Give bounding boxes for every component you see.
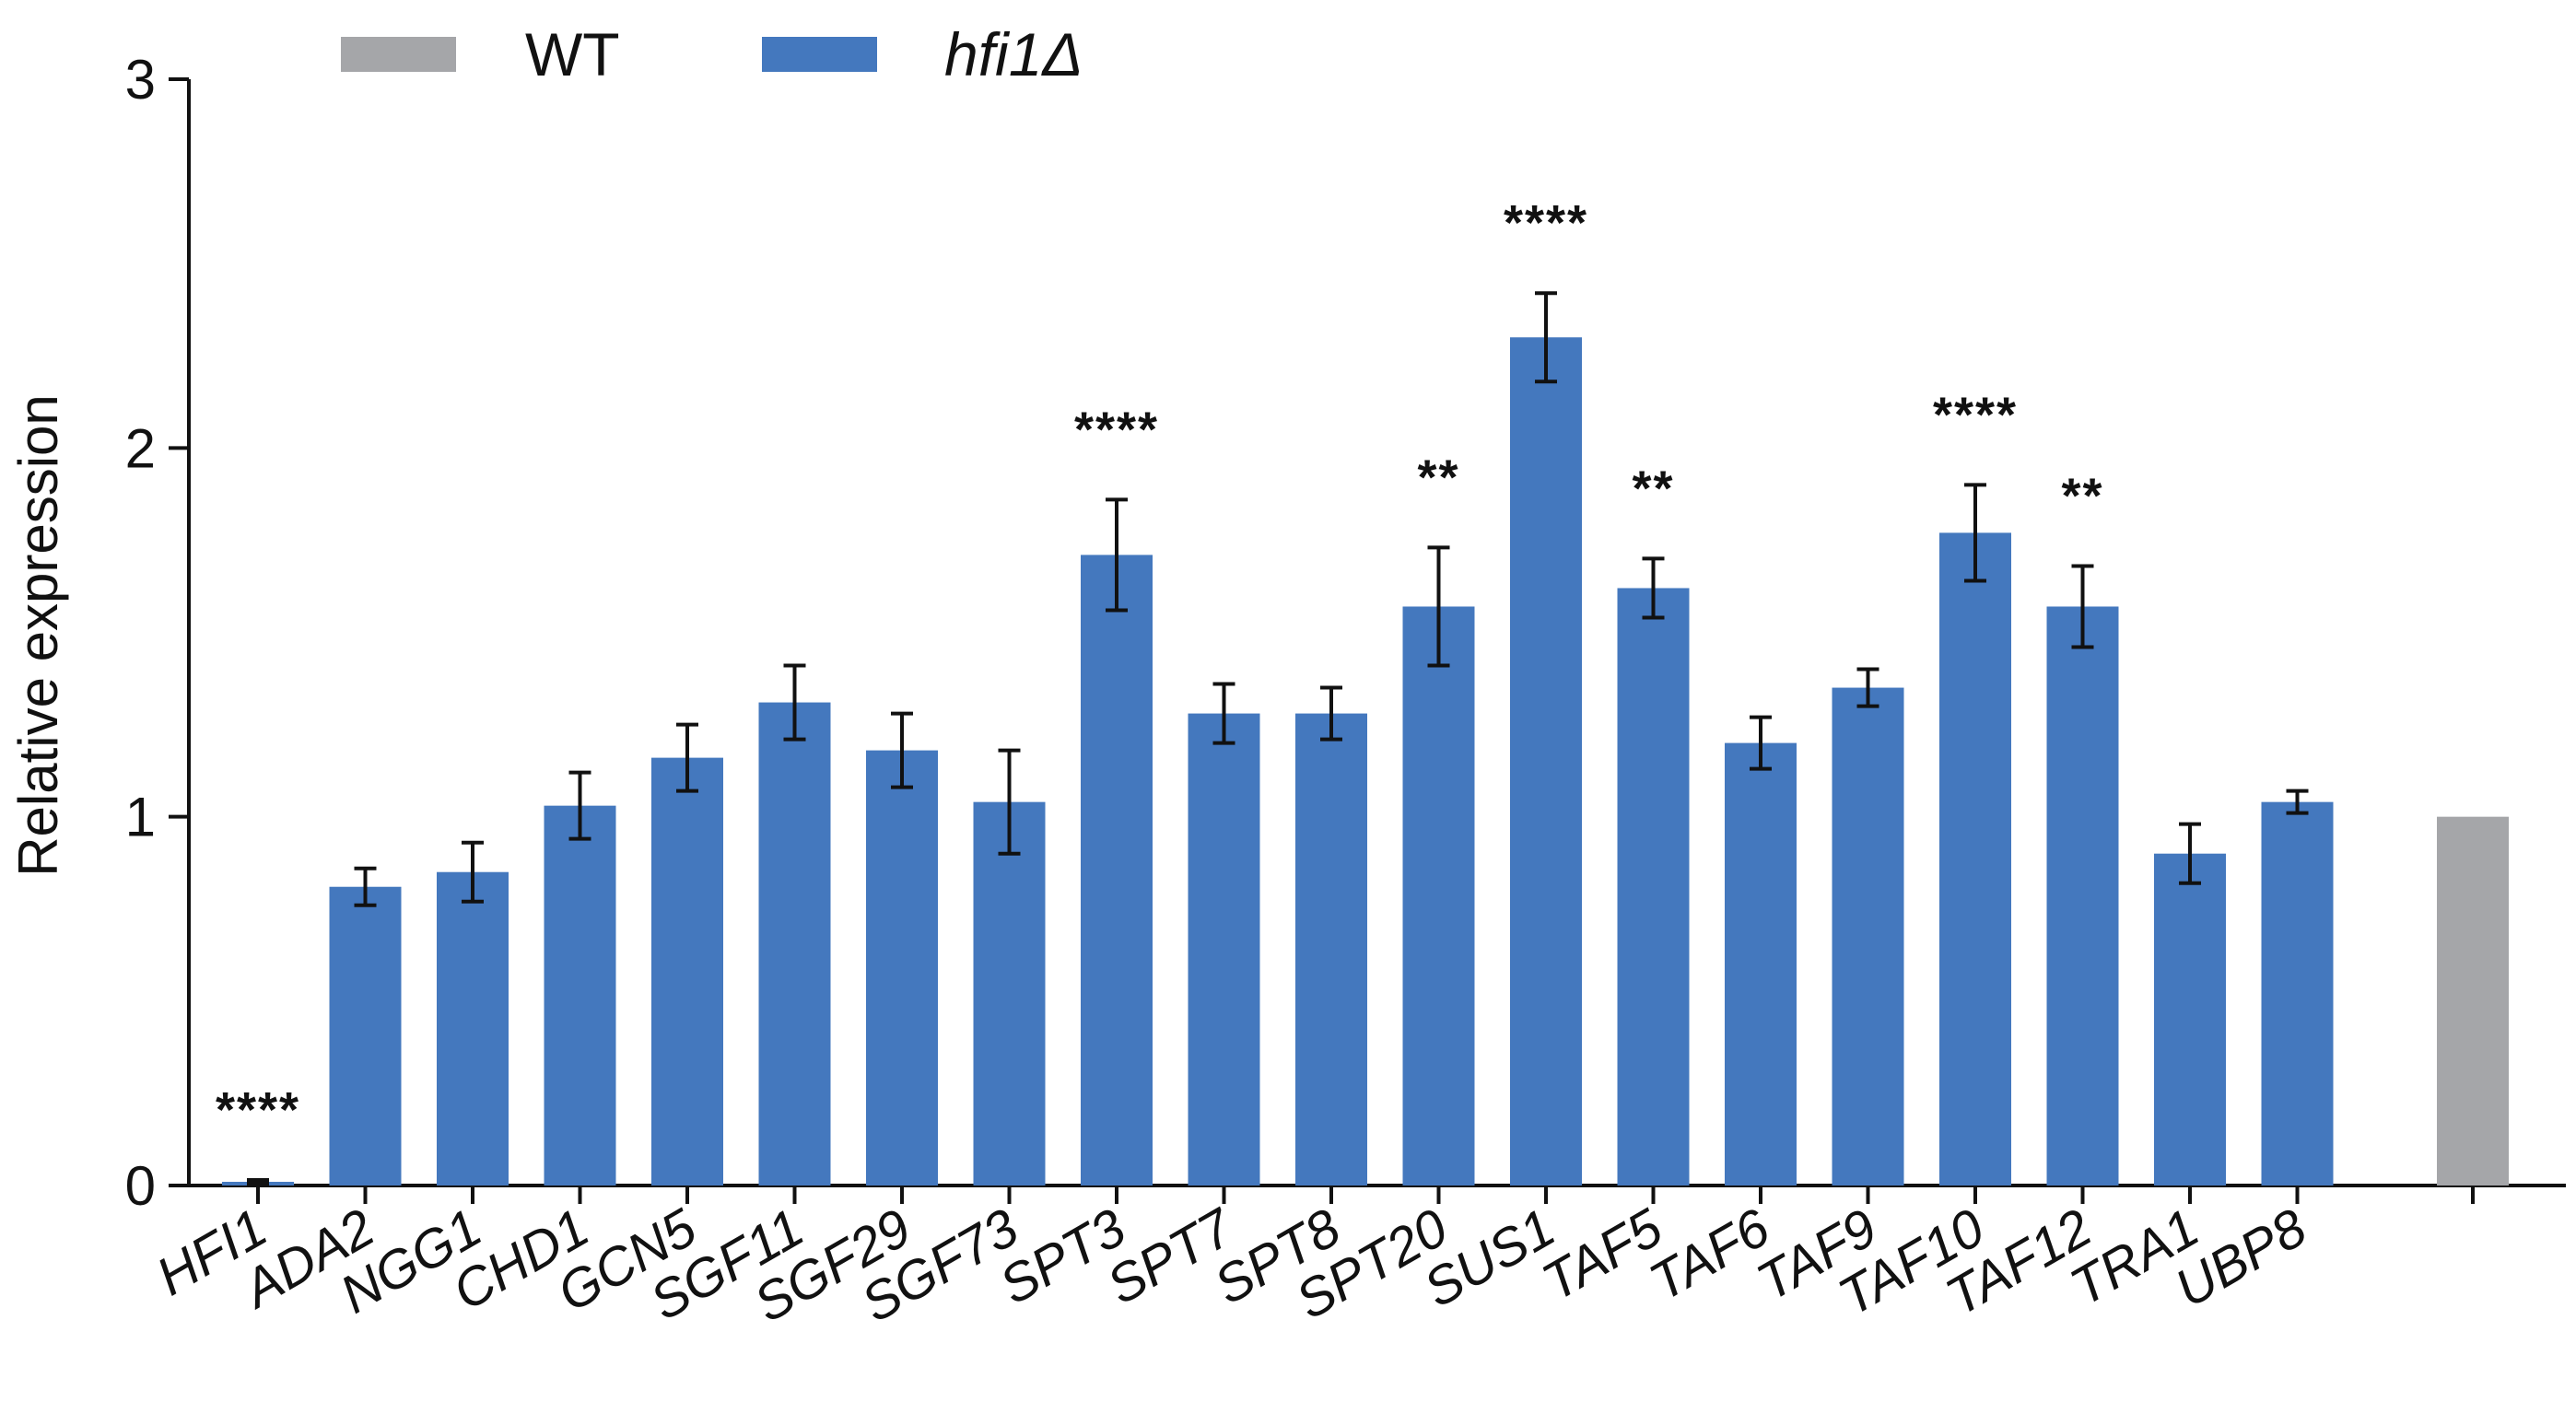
bar xyxy=(1188,713,1260,1186)
y-tick-label: 2 xyxy=(125,417,156,479)
bar xyxy=(2046,606,2119,1186)
bar xyxy=(1295,713,1367,1186)
bar xyxy=(329,886,402,1186)
bar xyxy=(1402,606,1475,1186)
bar xyxy=(437,871,509,1186)
bar xyxy=(973,801,1046,1186)
significance-group: ********************** xyxy=(216,195,2103,1138)
legend: WT hfi1Δ xyxy=(341,20,1083,88)
bar xyxy=(2154,853,2226,1186)
legend-swatch xyxy=(762,37,877,72)
legend-label: hfi1Δ xyxy=(944,20,1083,88)
bar xyxy=(544,805,616,1186)
bar xyxy=(1081,555,1153,1186)
y-axis-title: Relative expression xyxy=(7,394,69,877)
bars-group xyxy=(222,337,2509,1186)
significance-label: **** xyxy=(216,1082,300,1138)
bar xyxy=(758,702,831,1186)
y-tick-label: 0 xyxy=(125,1155,156,1217)
y-tick-label: 1 xyxy=(125,787,156,848)
bar xyxy=(1510,337,1582,1186)
bar xyxy=(2261,801,2334,1186)
significance-label: **** xyxy=(1504,195,1588,251)
significance-label: **** xyxy=(1933,387,2018,442)
bar xyxy=(866,750,938,1186)
bar xyxy=(1725,742,1797,1186)
significance-label: ** xyxy=(2061,468,2103,523)
error-bars-group xyxy=(247,291,2309,1186)
y-axis: 0 1 2 3 xyxy=(125,49,191,1217)
significance-label: **** xyxy=(1074,402,1159,457)
significance-label: ** xyxy=(1417,450,1459,505)
x-axis: HFI1ADA2NGG1CHD1GCN5SGF11SGF29SGF73SPT3S… xyxy=(146,1184,2566,1334)
legend-label: WT xyxy=(525,20,620,88)
significance-label: ** xyxy=(1632,461,1674,516)
y-tick-label: 3 xyxy=(125,49,156,111)
bar xyxy=(651,757,723,1186)
bar xyxy=(1939,532,2011,1186)
bar xyxy=(2437,816,2509,1186)
bar xyxy=(1617,588,1690,1186)
bar xyxy=(1832,687,1904,1186)
legend-swatch xyxy=(341,37,456,72)
